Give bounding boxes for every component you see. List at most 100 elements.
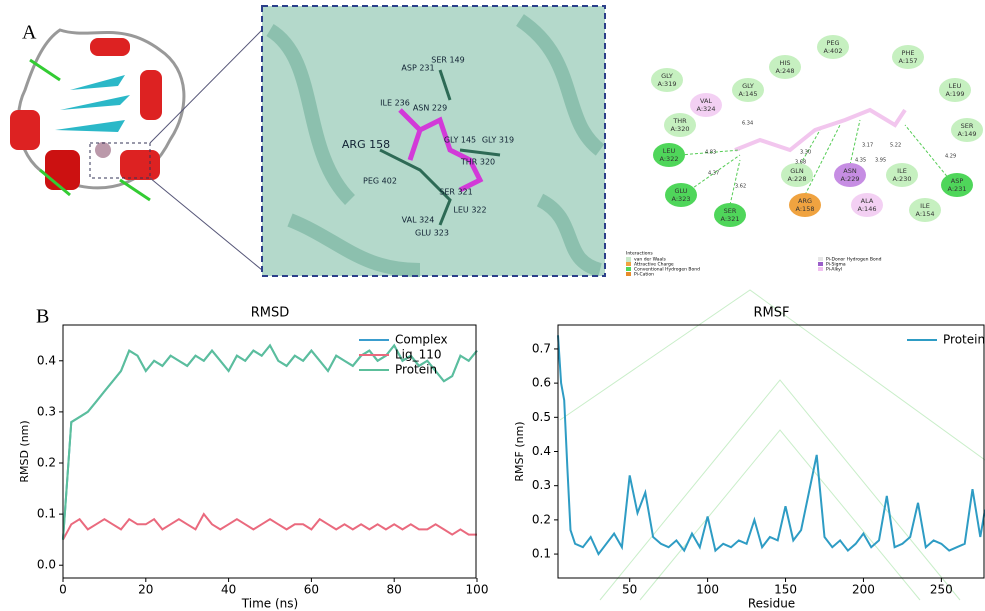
residue-label: PEG 402 — [363, 177, 397, 186]
panel-label: A — [22, 22, 37, 44]
residue-id: A:199 — [946, 90, 965, 98]
residue-id: A:229 — [841, 175, 860, 183]
residue-label: ARG 158 — [342, 138, 390, 151]
x-tick-label: 100 — [696, 583, 719, 597]
residue-id: A:320 — [671, 125, 690, 133]
residue-id: A:402 — [824, 47, 843, 55]
residue-id: A:157 — [899, 57, 918, 65]
residue-name: THR — [672, 117, 687, 125]
residue-label: LEU 322 — [453, 206, 486, 215]
y-axis-label: RMSF (nm) — [513, 421, 526, 481]
residue-name: ILE — [897, 167, 907, 175]
legend-swatch — [626, 272, 631, 276]
y-tick-label: 0.2 — [532, 512, 551, 526]
residue-id: A:228 — [788, 175, 807, 183]
legend-label: Protein — [395, 363, 437, 377]
residue-name: ASN — [843, 167, 857, 175]
distance-label: 6.34 — [742, 121, 753, 127]
residue-name: SER — [961, 122, 974, 130]
distance-label: 5.22 — [890, 143, 901, 149]
residue-label: THR 320 — [460, 158, 495, 167]
residue-name: HIS — [780, 59, 791, 67]
residue-name: GLY — [742, 82, 754, 90]
sheet — [55, 75, 130, 132]
distance-label: 4.83 — [705, 150, 716, 156]
x-tick-label: 60 — [304, 583, 319, 597]
zoom-line — [150, 178, 262, 270]
distance-label: 3.95 — [875, 158, 886, 164]
legend-swatch — [818, 257, 823, 261]
legend-label: Pi-Cation — [634, 272, 654, 278]
residue-name: ARG — [798, 197, 812, 205]
residue-label: ASP 231 — [401, 64, 434, 73]
y-axis-label: RMSD (nm) — [18, 420, 31, 482]
residue-id: A:230 — [893, 175, 912, 183]
residue-id: A:323 — [672, 195, 691, 203]
y-tick-label: 0.4 — [532, 444, 551, 458]
x-tick-label: 250 — [930, 583, 953, 597]
helix — [10, 110, 40, 150]
watermark — [560, 290, 985, 600]
x-tick-label: 40 — [221, 583, 236, 597]
helix — [90, 38, 130, 56]
residue-name: LEU — [949, 82, 962, 90]
distance-label: 4.37 — [708, 171, 719, 177]
residue-id: A:149 — [958, 130, 977, 138]
y-tick-label: 0.3 — [532, 478, 551, 492]
x-axis-label: Residue — [748, 597, 795, 611]
distance-label: 3.17 — [862, 143, 873, 149]
residue-id: A:324 — [697, 105, 716, 113]
series-line — [63, 514, 477, 540]
protein-cartoon — [10, 30, 262, 270]
legend-label: Complex — [395, 333, 448, 347]
distance-label: 3.62 — [735, 184, 746, 190]
y-tick-label: 0.3 — [37, 404, 56, 418]
legend-swatch — [818, 262, 823, 266]
distance-label: 3.68 — [795, 160, 806, 166]
distance-label: 4.35 — [855, 158, 866, 164]
zoom-line — [150, 30, 262, 143]
distance-label: 3.30 — [800, 150, 811, 156]
series-line — [558, 335, 985, 554]
ligand — [95, 142, 111, 158]
x-tick-label: 150 — [774, 583, 797, 597]
y-tick-label: 0.1 — [532, 547, 551, 561]
legend-swatch — [626, 262, 631, 266]
y-tick-label: 0.1 — [37, 507, 56, 521]
residue-label: GLY 145 — [444, 136, 476, 145]
residue-label: ILE 236 — [380, 99, 410, 108]
x-tick-label: 100 — [466, 583, 489, 597]
figure: GLYA:319VALA:324GLYA:145HISA:248PEGA:402… — [0, 0, 985, 611]
x-tick-label: 50 — [622, 583, 637, 597]
x-tick-label: 80 — [387, 583, 402, 597]
y-tick-label: 0.5 — [532, 410, 551, 424]
legend-swatch — [626, 258, 631, 262]
legend-swatch — [626, 267, 631, 271]
residue-id: A:248 — [776, 67, 795, 75]
residue-name: ALA — [861, 197, 874, 205]
y-tick-label: 0.6 — [532, 376, 551, 390]
residue-name: ILE — [920, 202, 930, 210]
residue-label: ASN 229 — [413, 104, 447, 113]
helix — [140, 70, 162, 120]
residue-name: GLU — [674, 187, 687, 195]
residue-id: A:322 — [660, 155, 679, 163]
residue-id: A:319 — [658, 80, 677, 88]
helix — [120, 150, 160, 180]
residue-id: A:231 — [948, 185, 967, 193]
y-tick-label: 0.4 — [37, 353, 56, 367]
legend-label: Protein — [943, 333, 985, 347]
residue-id: A:145 — [739, 90, 758, 98]
residue-name: ASP — [951, 177, 964, 185]
residue-label: GLU 323 — [415, 229, 449, 238]
interaction-bond — [730, 160, 740, 205]
residue-id: A:158 — [796, 205, 815, 213]
y-tick-label: 0.7 — [532, 341, 551, 355]
residue-label: SER 149 — [431, 56, 465, 65]
x-axis-label: Time (ns) — [241, 597, 298, 611]
residue-name: PEG — [826, 39, 839, 47]
residue-label: SER 321 — [439, 188, 473, 197]
residue-id: A:321 — [721, 215, 740, 223]
y-tick-label: 0.2 — [37, 456, 56, 470]
x-tick-label: 20 — [138, 583, 153, 597]
